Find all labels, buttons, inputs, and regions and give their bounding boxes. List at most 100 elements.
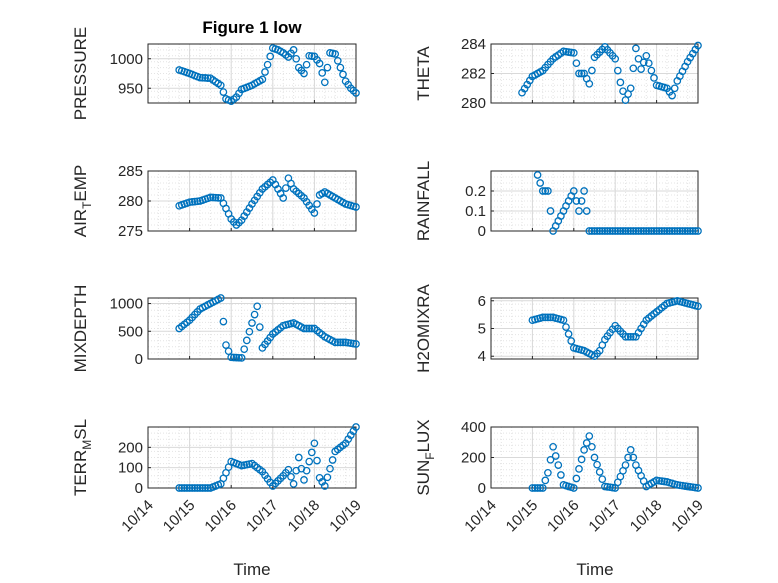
data-point [188, 198, 197, 206]
data-point [266, 52, 275, 61]
data-point [642, 51, 651, 60]
y-tick-label: 1000 [110, 51, 143, 68]
data-point [593, 227, 601, 235]
data-point [668, 91, 676, 100]
data-point [629, 64, 638, 73]
y-tick-label: 275 [118, 223, 143, 240]
data-point [647, 66, 656, 75]
data-point [639, 227, 648, 235]
data-point [678, 227, 687, 235]
data-point [546, 313, 555, 322]
data-series [528, 296, 702, 361]
y-tick-label: 1000 [110, 296, 143, 313]
data-point [650, 74, 658, 82]
data-point [328, 456, 337, 464]
data-series [175, 423, 360, 492]
data-point [606, 227, 614, 235]
y-tick-label: 285 [118, 163, 143, 180]
y-tick-label: 200 [461, 450, 486, 467]
data-point [222, 341, 230, 349]
data-point [603, 483, 612, 491]
data-point [302, 60, 311, 69]
data-point [637, 65, 645, 73]
data-point [541, 313, 550, 322]
y-tick-label: 0 [135, 480, 143, 497]
data-point [528, 484, 537, 492]
data-point [569, 187, 578, 195]
data-point [242, 336, 251, 345]
y-axis-label-part: LUX [414, 419, 433, 452]
data-point [626, 227, 635, 235]
data-point [300, 476, 308, 484]
data-series [533, 171, 702, 235]
data-point [541, 476, 550, 485]
data-point [683, 227, 692, 235]
data-point [302, 466, 311, 475]
data-point [616, 78, 625, 87]
y-axis-label-subscript: F [423, 452, 437, 459]
data-point [250, 310, 259, 319]
data-point [185, 198, 194, 207]
y-axis-label-subscript: M [80, 440, 94, 450]
data-series [175, 44, 360, 106]
data-point [255, 323, 264, 331]
data-point [190, 197, 199, 206]
data-point [598, 227, 607, 235]
data-point [281, 184, 290, 192]
data-point [292, 54, 301, 63]
data-point [554, 461, 563, 469]
data-point [621, 332, 630, 341]
data-point [305, 457, 314, 466]
data-point [557, 471, 565, 479]
data-point [668, 227, 676, 235]
data-point [691, 227, 700, 235]
data-point [598, 475, 607, 484]
data-point [608, 227, 617, 235]
y-tick-label: 400 [461, 419, 486, 436]
data-point [196, 484, 204, 492]
data-point [313, 200, 321, 208]
data-point [673, 227, 682, 235]
data-point [305, 324, 314, 333]
y-axis-label-part: TERR [71, 450, 90, 496]
data-point [287, 472, 295, 481]
data-point [336, 63, 345, 72]
data-point [634, 54, 643, 63]
data-point [203, 484, 212, 492]
data-point [544, 313, 552, 322]
data-point [681, 227, 689, 235]
data-point [216, 294, 225, 302]
data-point [333, 56, 342, 65]
y-axis-label-part: AIR [71, 209, 90, 237]
data-point [567, 337, 576, 345]
data-point [577, 197, 586, 205]
data-point [538, 187, 547, 195]
data-point [611, 227, 620, 235]
data-point [688, 227, 697, 235]
data-point [562, 323, 570, 331]
y-axis-label: TERRMSL [71, 419, 94, 496]
data-point [177, 484, 186, 492]
data-point [626, 446, 635, 454]
data-point [663, 227, 671, 235]
data-point [229, 353, 238, 362]
data-point [624, 332, 632, 341]
data-point [546, 455, 555, 464]
data-point [305, 51, 314, 60]
data-point [665, 227, 674, 235]
data-point [652, 227, 661, 235]
data-point [634, 227, 643, 235]
data-point [637, 227, 645, 235]
y-tick-label: 282 [461, 66, 486, 83]
data-point [575, 69, 583, 78]
y-tick-label: 5 [478, 321, 486, 338]
data-point [575, 465, 583, 473]
data-point [206, 193, 215, 202]
data-point [201, 74, 210, 82]
data-point [352, 423, 360, 431]
data-point [694, 227, 702, 235]
data-point [193, 197, 202, 206]
data-point [626, 84, 635, 93]
